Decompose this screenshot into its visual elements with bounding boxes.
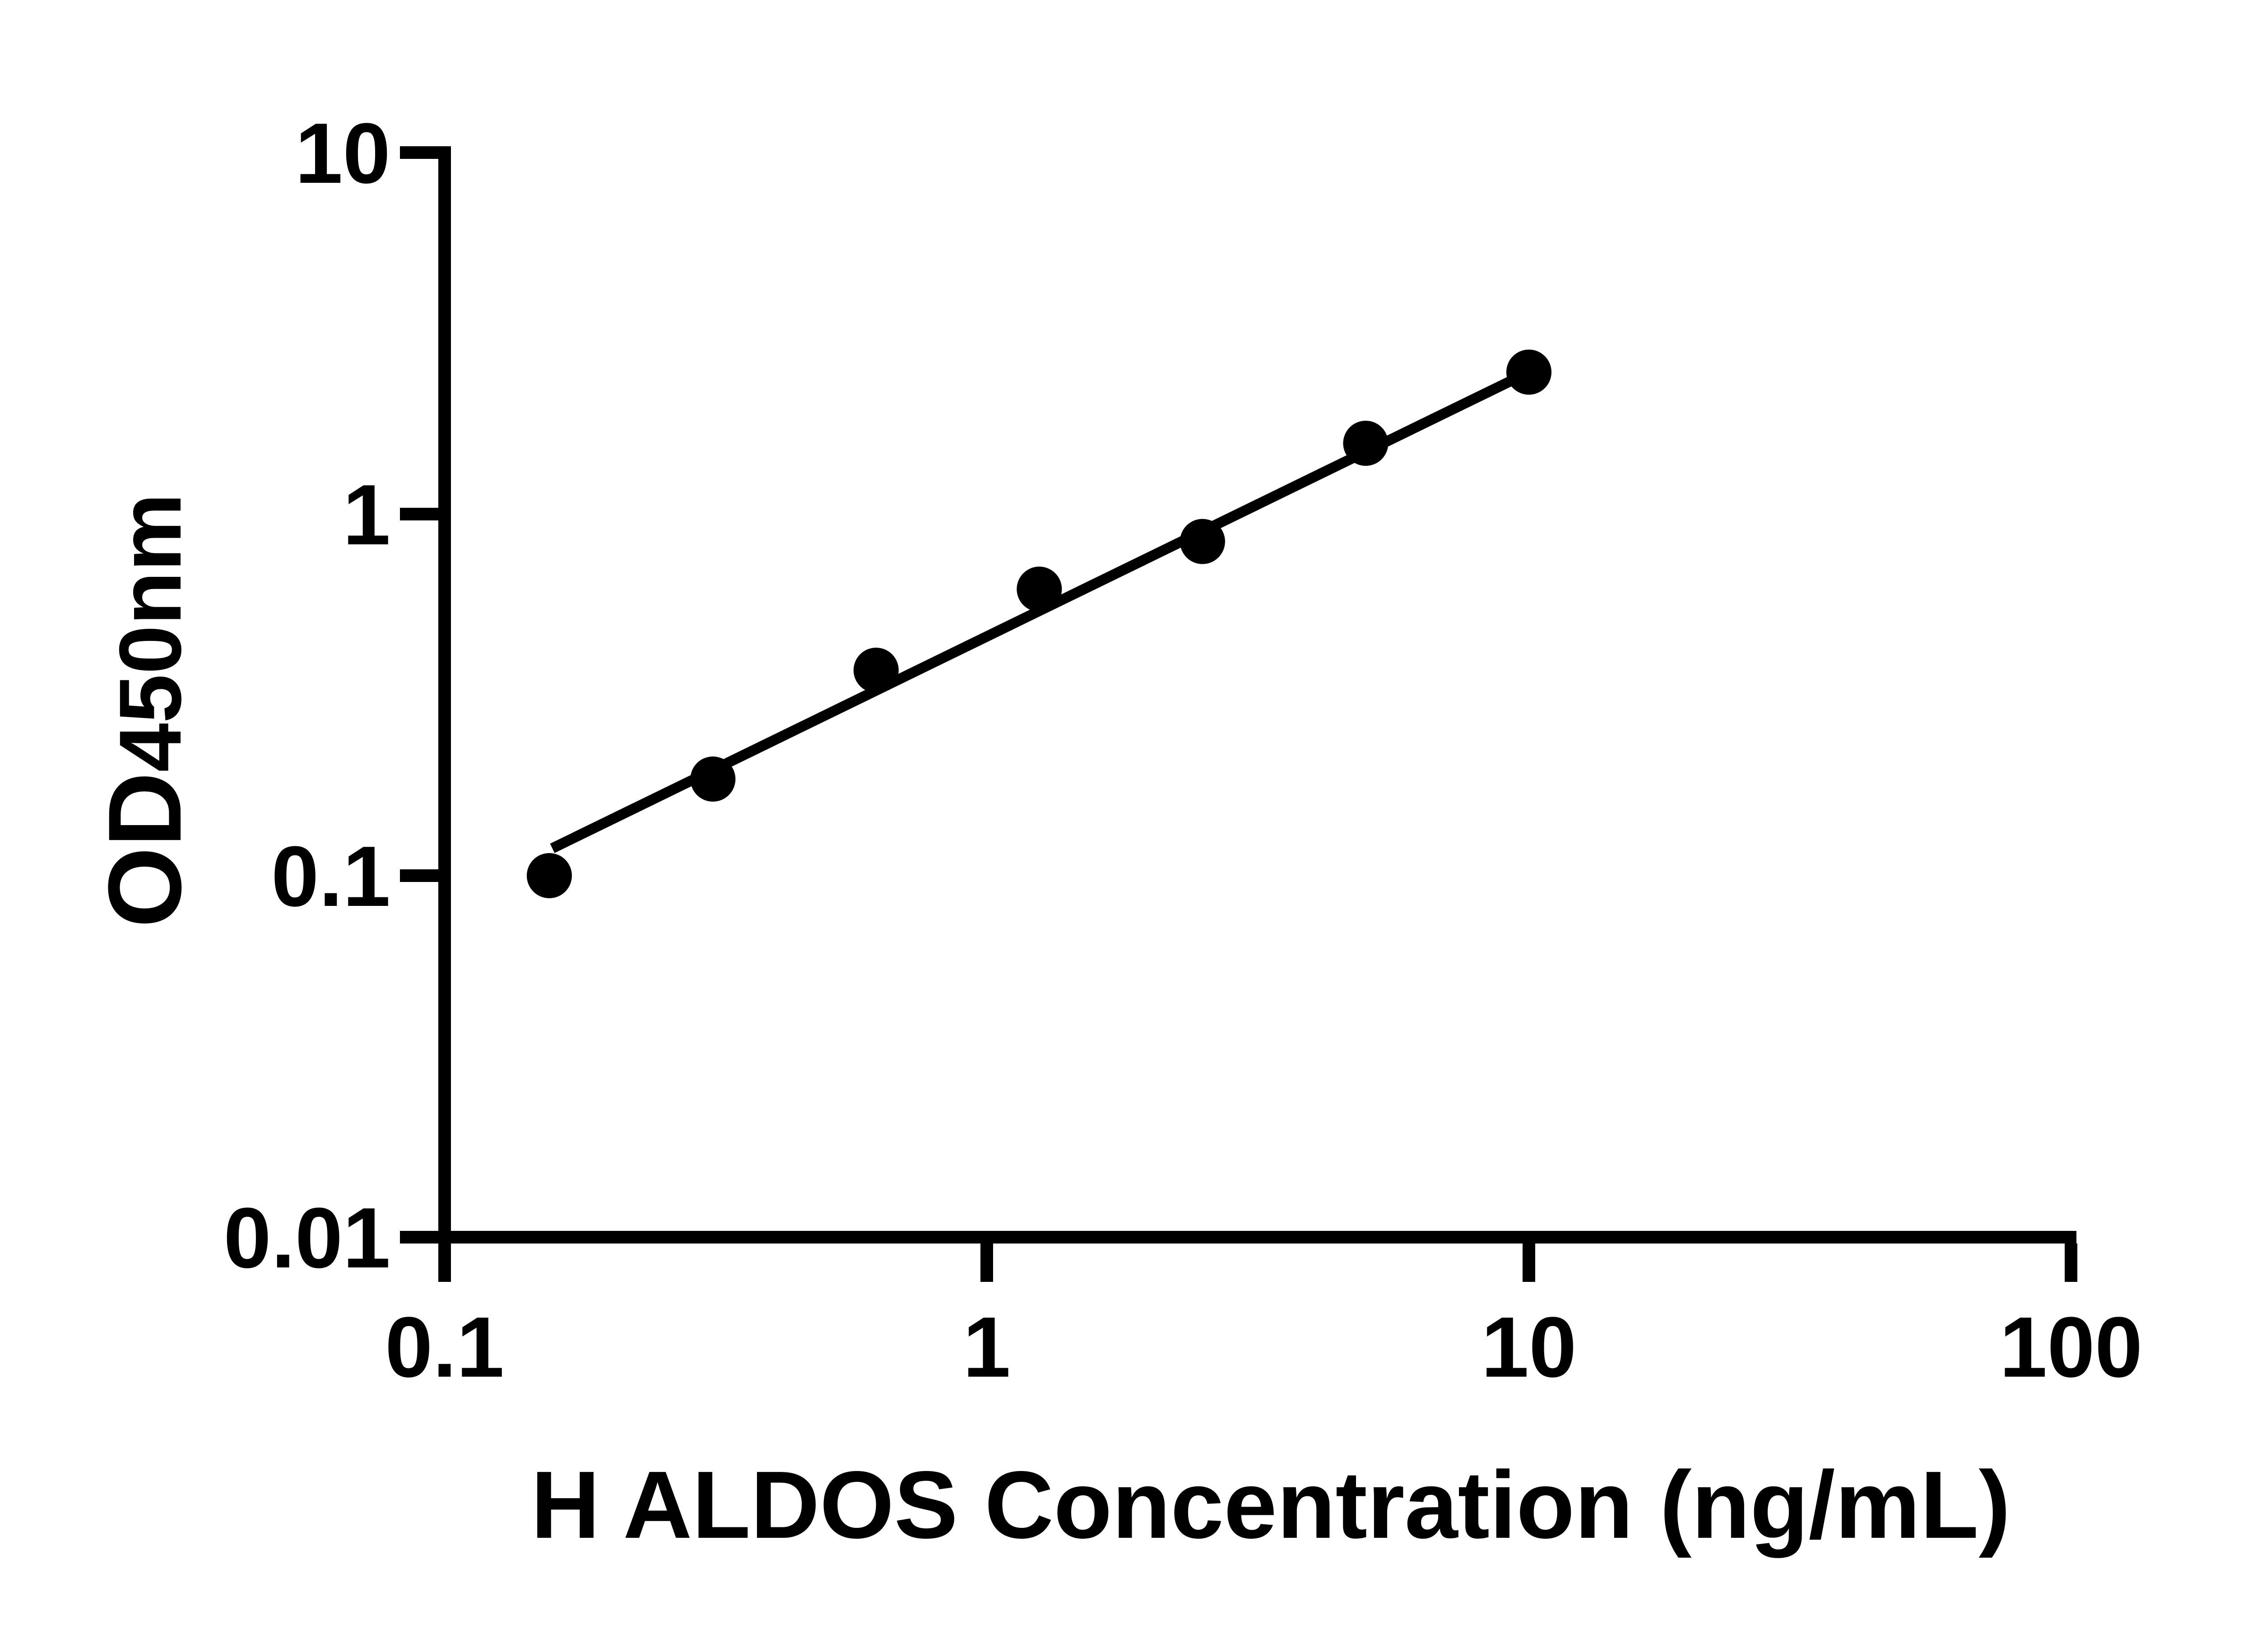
data-point-7: [1506, 349, 1551, 395]
data-point-4: [1017, 566, 1062, 612]
x-tick-label-0.1: 0.1: [385, 1299, 504, 1395]
x-tick-label-100: 100: [1999, 1299, 2142, 1395]
y-tick-0.01: [400, 1231, 438, 1244]
data-point-2: [690, 756, 736, 802]
y-tick-label-0.01: 0.01: [223, 1190, 390, 1286]
data-point-1: [526, 853, 572, 898]
y-tick-label-0.1: 0.1: [271, 829, 390, 924]
y-axis-title: OD450nm: [87, 493, 203, 928]
x-tick-label-10: 10: [1481, 1299, 1576, 1395]
y-tick-1: [400, 508, 438, 520]
x-tick-1: [980, 1244, 993, 1282]
y-tick-label-1: 1: [343, 467, 390, 563]
x-axis-line: [438, 1231, 2076, 1244]
y-axis-line: [438, 146, 451, 1245]
y-tick-10: [400, 146, 438, 159]
y-axis-title-subscript: 450nm: [101, 493, 200, 772]
x-tick-10: [1523, 1244, 1535, 1282]
data-point-5: [1180, 519, 1225, 564]
data-point-6: [1343, 421, 1389, 466]
x-axis-title: H ALDOS Concentration (ng/mL): [531, 1451, 2011, 1558]
x-tick-0.1: [438, 1244, 451, 1282]
y-tick-0.1: [400, 869, 438, 882]
y-axis-title-main: OD: [87, 772, 203, 928]
plot-built-layer: 10 1 0.1 0.01 0.1 1 10 100: [223, 106, 2142, 1395]
x-tick-100: [2065, 1244, 2077, 1282]
y-tick-label-10: 10: [295, 106, 390, 201]
data-point-3: [853, 647, 899, 693]
x-tick-label-1: 1: [963, 1299, 1011, 1395]
